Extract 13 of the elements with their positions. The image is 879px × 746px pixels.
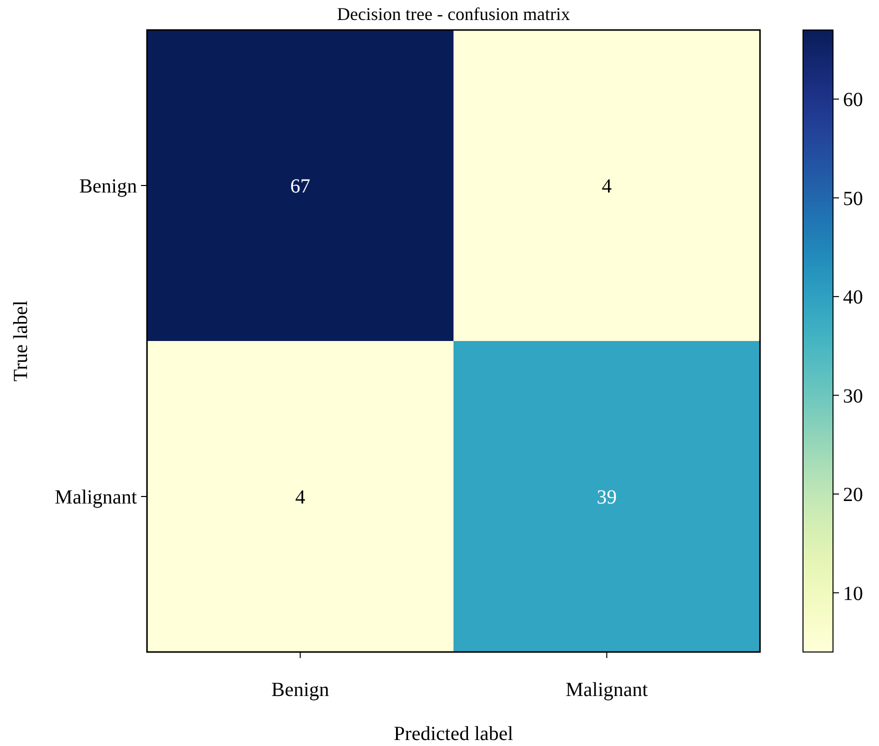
data-label: 67	[290, 176, 310, 198]
x-axis-title: Predicted label	[394, 723, 514, 745]
color-bar-label: 30	[843, 385, 863, 408]
color-bar-label: 40	[843, 286, 863, 309]
y-axis-title: True label	[10, 300, 32, 382]
data-label: 39	[596, 486, 617, 508]
color-bar-label: 60	[843, 89, 863, 112]
color-bar-label: 10	[843, 582, 863, 605]
data-label: 4	[295, 486, 306, 508]
color-bar-label: 20	[843, 484, 863, 506]
color-bar-label: 50	[843, 188, 863, 210]
chart-title: Decision tree - confusion matrix	[337, 4, 570, 24]
data-label: 4	[602, 176, 612, 198]
